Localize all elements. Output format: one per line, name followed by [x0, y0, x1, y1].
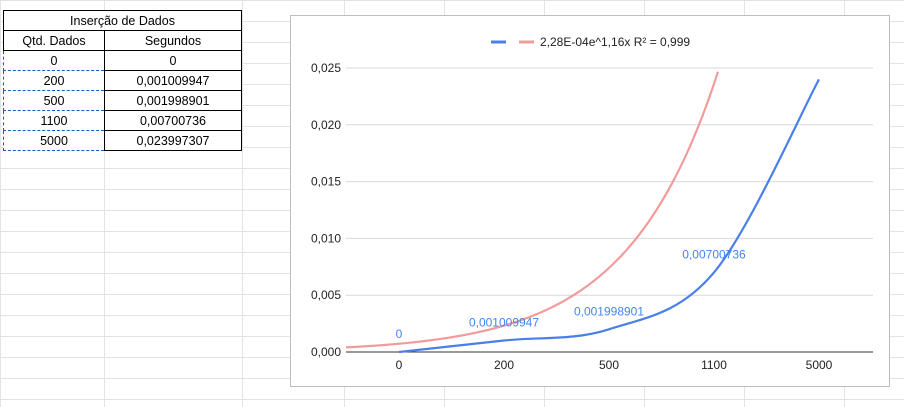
table-row: 5000 0,023997307	[3, 130, 242, 151]
table-cell[interactable]: 500	[3, 90, 105, 111]
x-tick-label: 200	[494, 358, 514, 372]
table-row: 0 0	[3, 50, 242, 71]
data-label: 0,00700736	[682, 247, 746, 261]
header-qtd-dados[interactable]: Qtd. Dados	[3, 30, 105, 51]
y-tick-label: 0,015	[311, 175, 341, 189]
table-title-row: Inserção de Dados	[3, 10, 242, 31]
table-row: 200 0,001009947	[3, 70, 242, 91]
y-tick-label: 0,010	[311, 231, 341, 245]
x-tick-label: 5000	[806, 358, 833, 372]
data-label: 0,001998901	[574, 304, 644, 318]
table-cell[interactable]: 0,00700736	[104, 110, 242, 131]
line-chart[interactable]: 0,000 0,005 0,010 0,015 0,020 0,025 0 200 500 110…	[290, 15, 890, 387]
table-title[interactable]: Inserção de Dados	[3, 10, 242, 31]
header-segundos[interactable]: Segundos	[104, 30, 242, 51]
table-cell[interactable]: 0,001009947	[104, 70, 242, 91]
y-tick-label: 0,025	[311, 61, 341, 75]
trendline-series	[345, 71, 720, 349]
table-cell[interactable]: 0,023997307	[104, 130, 242, 151]
y-tick-label: 0,020	[311, 118, 341, 132]
data-label: 0	[396, 327, 403, 341]
data-table: Inserção de Dados Qtd. Dados Segundos 0 …	[3, 10, 242, 151]
table-cell[interactable]: 200	[3, 70, 105, 91]
column-divider	[242, 0, 243, 407]
table-header-row: Qtd. Dados Segundos	[3, 30, 242, 51]
x-tick-label: 500	[599, 358, 619, 372]
data-label: 0,001009947	[469, 316, 539, 330]
table-cell[interactable]: 0	[104, 50, 242, 71]
table-cell[interactable]: 0	[3, 50, 105, 71]
table-cell[interactable]: 1100	[3, 110, 105, 131]
x-tick-label: 1100	[701, 358, 727, 372]
table-cell[interactable]: 0,001998901	[104, 90, 242, 111]
table-cell[interactable]: 5000	[3, 130, 105, 151]
y-tick-label: 0,000	[311, 345, 341, 359]
legend-label: 2,28E-04e^1,16x R² = 0,999	[540, 35, 690, 49]
table-row: 500 0,001998901	[3, 90, 242, 111]
x-tick-label: 0	[396, 358, 403, 372]
table-row: 1100 0,00700736	[3, 110, 242, 131]
data-series-line	[398, 78, 820, 354]
y-tick-label: 0,005	[311, 288, 341, 302]
chart-canvas: 0,000 0,005 0,010 0,015 0,020 0,025 0 200 500 110…	[311, 35, 873, 372]
column-divider	[104, 0, 105, 407]
